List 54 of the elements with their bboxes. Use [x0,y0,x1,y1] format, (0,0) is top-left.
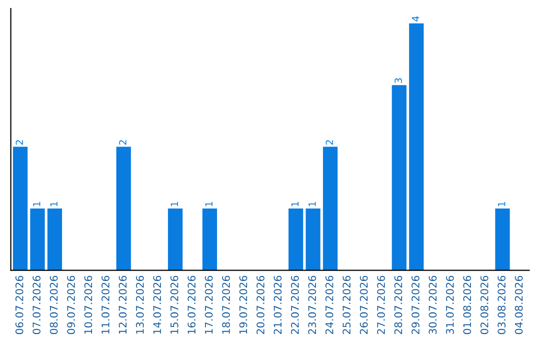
data-label: 2 [119,140,126,145]
data-label: 1 [291,202,299,206]
data-label: 1 [50,202,58,206]
x-tick-label: 28.07.2026 [394,276,402,334]
x-tick-label: 15.07.2026 [170,276,178,334]
data-label: 1 [308,202,316,206]
bar [322,146,338,270]
bar [47,208,62,270]
bar [116,146,131,270]
data-label: 1 [498,202,506,206]
bar [495,208,510,270]
x-tick-label: 11.07.2026 [102,276,110,334]
x-tick-label: 12.07.2026 [118,276,127,334]
x-tick-label: 10.07.2026 [84,276,92,334]
data-label: 1 [33,202,40,206]
x-tick-label: 24.07.2026 [325,276,334,334]
bar [288,208,304,270]
bar [30,208,45,270]
x-tick-label: 04.08.2026 [514,276,523,334]
x-tick-label: 06.07.2026 [15,276,24,334]
x-tick-label: 18.07.2026 [222,276,230,334]
bar [168,208,183,270]
x-tick-label: 02.08.2026 [480,276,488,334]
data-label: 3 [394,78,402,83]
x-tick-label: 23.07.2026 [308,276,316,334]
x-tick-label: 31.07.2026 [446,276,454,334]
x-tick-label: 07.07.2026 [32,276,41,334]
x-tick-label: 19.07.2026 [239,276,248,334]
x-tick-label: 01.08.2026 [463,276,472,334]
x-tick-label: 13.07.2026 [136,276,144,334]
x-tick-label: 29.07.2026 [412,276,420,334]
x-tick-label: 09.07.2026 [67,276,75,334]
x-tick-label: 08.07.2026 [50,276,58,334]
x-tick-label: 30.07.2026 [428,276,437,334]
data-label: 2 [326,140,333,145]
x-tick-label: 25.07.2026 [342,276,351,334]
bar [306,208,320,270]
x-tick-label: 03.08.2026 [498,276,506,334]
x-tick-label: 16.07.2026 [188,276,196,334]
x-tick-label: 17.07.2026 [204,276,213,334]
data-label: 4 [412,16,420,22]
x-tick-label: 27.07.2026 [377,276,385,334]
bar [409,23,424,270]
bar [392,85,406,270]
x-tick-label: 22.07.2026 [290,276,299,334]
x-tick-label: 21.07.2026 [274,276,282,334]
data-label: 1 [170,202,178,206]
x-tick-label: 14.07.2026 [153,276,162,334]
x-tick-label: 26.07.2026 [360,276,368,334]
data-label: 2 [16,140,23,145]
data-label: 1 [205,202,212,206]
x-tick-label: 20.07.2026 [256,276,264,334]
bar [202,208,218,270]
bar [12,146,28,270]
